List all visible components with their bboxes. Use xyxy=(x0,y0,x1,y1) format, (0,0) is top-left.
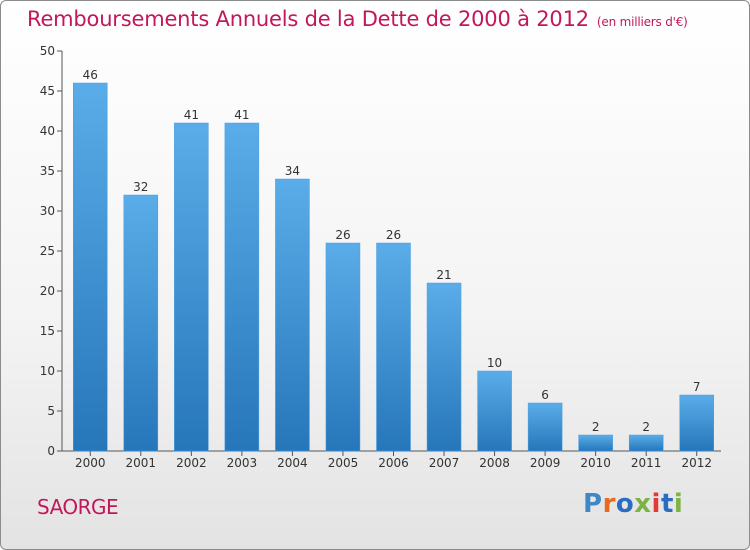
y-tick-label: 25 xyxy=(40,244,55,258)
x-tick-label: 2006 xyxy=(378,456,409,470)
y-tick-label: 15 xyxy=(40,324,55,338)
data-label: 34 xyxy=(285,164,300,178)
logo-letter: r xyxy=(602,489,616,519)
x-tick-label: 2002 xyxy=(176,456,207,470)
logo-letter: x xyxy=(634,489,652,519)
chart-title-text: Remboursements Annuels de la Dette de 20… xyxy=(27,7,589,31)
bar-2010 xyxy=(578,434,613,452)
data-label: 21 xyxy=(436,268,451,282)
bar-2003 xyxy=(224,122,260,452)
y-tick-label: 40 xyxy=(40,124,55,138)
x-tick-label: 2011 xyxy=(631,456,662,470)
data-label: 6 xyxy=(541,388,549,402)
x-tick-label: 2012 xyxy=(681,456,712,470)
y-tick-label: 5 xyxy=(47,404,55,418)
x-tick-label: 2001 xyxy=(126,456,157,470)
x-tick-label: 2010 xyxy=(580,456,611,470)
y-tick-label: 30 xyxy=(40,204,55,218)
logo-letter: t xyxy=(660,489,674,519)
x-tick-label: 2004 xyxy=(277,456,308,470)
y-tick-label: 35 xyxy=(40,164,55,178)
data-label: 2 xyxy=(642,420,650,434)
data-label: 7 xyxy=(693,380,701,394)
bar-2000 xyxy=(73,82,108,452)
y-tick-label: 45 xyxy=(40,84,55,98)
bar-2007 xyxy=(426,282,462,452)
data-label: 32 xyxy=(133,180,148,194)
logo-letter: i xyxy=(651,489,661,519)
bar-2005 xyxy=(325,242,361,452)
logo-letter: o xyxy=(615,489,635,519)
x-tick-label: 2008 xyxy=(479,456,510,470)
data-label: 46 xyxy=(83,68,98,82)
chart-title: Remboursements Annuels de la Dette de 20… xyxy=(27,7,688,31)
bar-2001 xyxy=(123,194,159,452)
y-tick-label: 50 xyxy=(40,44,55,58)
x-tick-label: 2000 xyxy=(75,456,106,470)
bar-2006 xyxy=(376,242,411,452)
bar-2004 xyxy=(275,178,310,452)
commune-name: SAORGE xyxy=(37,495,119,519)
x-tick-label: 2007 xyxy=(429,456,460,470)
bar-2012 xyxy=(679,394,714,452)
x-tick-label: 2003 xyxy=(227,456,258,470)
data-label: 26 xyxy=(386,228,401,242)
data-label: 41 xyxy=(184,108,199,122)
logo-letter: P xyxy=(583,489,603,519)
y-tick-label: 20 xyxy=(40,284,55,298)
data-label: 41 xyxy=(234,108,249,122)
data-label: 26 xyxy=(335,228,350,242)
x-tick-label: 2009 xyxy=(530,456,561,470)
logo-letter: i xyxy=(673,489,684,519)
bar-2009 xyxy=(527,402,563,452)
bar-2011 xyxy=(628,434,664,452)
bar-2008 xyxy=(477,370,512,452)
chart-unit: (en milliers d'€) xyxy=(596,15,688,29)
y-tick-label: 0 xyxy=(47,444,55,458)
bar-2002 xyxy=(174,122,209,452)
x-tick-label: 2005 xyxy=(328,456,359,470)
data-label: 2 xyxy=(592,420,600,434)
y-tick-label: 10 xyxy=(40,364,55,378)
proxiti-logo[interactable]: Proxiti xyxy=(583,489,683,519)
data-label: 10 xyxy=(487,356,502,370)
